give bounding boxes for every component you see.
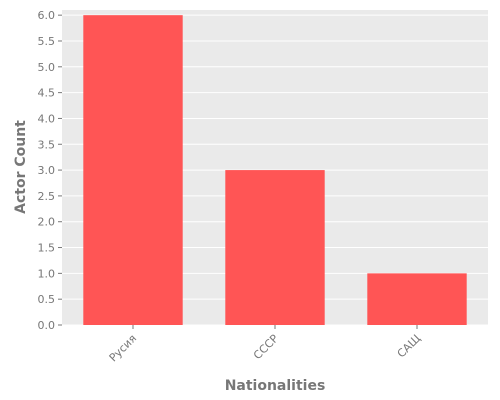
x-tick-label: Русия [107,332,140,365]
y-tick-label: 2.0 [38,216,56,229]
y-tick-label: 5.5 [38,35,56,48]
y-tick-label: 3.5 [38,138,56,151]
y-tick-label: 1.5 [38,242,56,255]
y-tick-label: 5.0 [38,61,56,74]
y-tick-label: 4.0 [38,112,56,125]
bar [225,170,325,325]
bars [83,15,467,325]
y-axis-title: Actor Count [13,120,29,214]
x-tick-label: СССР [251,332,281,362]
y-tick-label: 0.5 [38,293,56,306]
x-axis-ticks: Русия СССР САЩ [107,325,423,365]
y-tick-label: 6.0 [38,9,56,22]
y-tick-label: 2.5 [38,190,56,203]
y-axis-ticks: 0.0 0.5 1.0 1.5 2.0 2.5 3.0 3.5 4.0 4.5 5.0 5.5 6.0 [38,9,62,332]
y-tick-label: 3.0 [38,164,56,177]
y-tick-label: 1.0 [38,267,56,280]
y-tick-label: 0.0 [38,319,56,332]
x-tick-label: САЩ [395,332,423,360]
y-tick-label: 4.5 [38,87,56,100]
bar [367,273,467,325]
x-axis-title: Nationalities [225,378,326,394]
bar [83,15,183,325]
